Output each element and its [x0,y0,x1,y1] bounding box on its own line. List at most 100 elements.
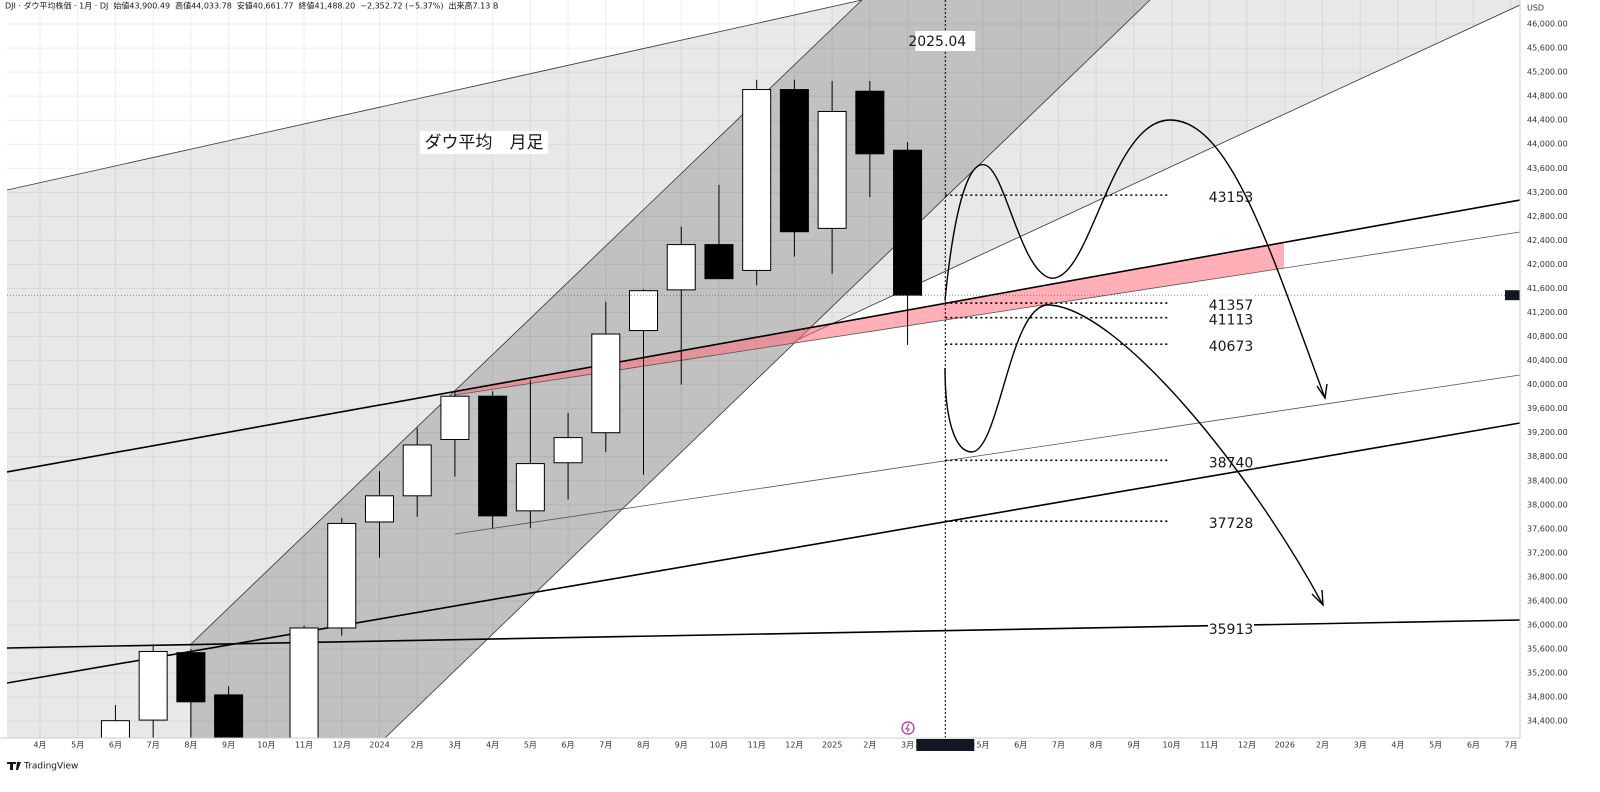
x-tick-label: 10月 [710,741,728,750]
level-label: 35913 [1209,622,1254,638]
x-tick-label: 9月 [222,741,235,750]
header-item: 終値41,488.20 [299,1,356,11]
y-tick-label: 39,200.00 [1527,428,1568,437]
x-tick-label: 10月 [257,741,275,750]
y-tick-label: 35,200.00 [1527,669,1568,678]
header-item: 出来高7.13 B [448,1,498,11]
x-tick-label: 2月 [863,741,876,750]
candle-body [893,149,923,296]
candle-body [779,89,809,233]
y-tick-label: 42,800.00 [1527,212,1568,221]
header-item: DJI · ダウ平均株価 · 1月 · DJ [5,1,108,11]
scenario-down [944,304,1324,606]
title-bg [420,131,548,154]
level-label: 37728 [1209,516,1254,532]
x-tick-label: 7月 [1052,741,1065,750]
y-tick-label: 36,400.00 [1527,596,1568,605]
x-tick-label: 12月 [333,741,351,750]
x-tick-label: 4月 [1391,741,1404,750]
x-tick-label: 7月 [147,741,160,750]
trendline [7,422,1520,684]
y-tick-label: 44,400.00 [1527,116,1568,125]
x-tick-label: 11月 [295,741,313,750]
y-tick-label: 44,000.00 [1527,140,1568,149]
x-tick-label: 11月 [1200,741,1218,750]
cursor-label-bg [916,739,975,751]
arrowhead [1316,383,1328,400]
candle-body [327,522,357,629]
candle-body [289,627,319,738]
candle-body [214,694,244,738]
event-icon[interactable] [901,721,915,735]
header-item: 高値44,033.78 [175,1,232,11]
x-tick-label: 2月 [1316,741,1329,750]
annotation: 2025.04 [908,34,966,50]
y-tick-label: 34,400.00 [1527,717,1568,726]
candle-body [440,395,470,440]
y-tick-label: 45,600.00 [1527,44,1568,53]
arrowhead [1311,589,1324,607]
candle-body [515,463,545,512]
y-tick-label: 42,400.00 [1527,236,1568,245]
candle-body [591,333,621,434]
header-item: 始値43,900.49 [113,1,170,11]
y-tick-label: 45,200.00 [1527,68,1568,77]
footer: TradingView [23,762,78,772]
level-label: 41113 [1209,313,1254,329]
annotation-bg [915,31,976,51]
x-tick-label: 5月 [71,741,84,750]
level-label: 43153 [1209,190,1254,206]
x-tick-label: 9月 [1127,741,1140,750]
level-label-bg [1208,295,1254,312]
event-icon-bolt [905,723,910,733]
candle-body [742,89,772,271]
y-tick-label: 36,800.00 [1527,572,1568,581]
candle-body [817,110,847,229]
x-tick-label: 2024 [369,741,389,750]
x-tick-label: 4月 [486,741,499,750]
y-axis: 34,400.00 34,800.00 35,200.00 35,600.00 36,0… [1527,20,1568,726]
x-tick-label: 8月 [184,741,197,750]
y-tick-label: 44,800.00 [1527,92,1568,101]
x-tick-label: 9月 [675,741,688,750]
currency: USD [1527,4,1544,13]
trendline [454,374,1520,535]
x-tick-label: 8月 [1090,741,1103,750]
trendline [384,0,1151,738]
chart-title: ダウ平均 月足 [425,133,544,153]
x-tick-label: 2026 [1275,741,1295,750]
level-label-bg [1208,622,1254,639]
y-tick-label: 43,600.00 [1527,164,1568,173]
y-tick-label: 46,000.00 [1527,20,1568,29]
level-label-bg [1208,513,1254,530]
scenario-curves [944,119,1328,607]
x-axis: 4月 5月 6月 7月 8月 9月 10月 11月 12月 2024 2月 3月 4月 5月 6月 7月 8月 9… [33,739,1518,751]
y-tick-label: 42,000.00 [1527,260,1568,269]
y-tick-label: 40,400.00 [1527,356,1568,365]
candle-body [478,395,508,517]
x-tick-label: 6月 [109,741,122,750]
y-tick-label: 41,200.00 [1527,308,1568,317]
x-tick-label: 2月 [411,741,424,750]
candle-body [176,652,206,703]
price-axis [1520,0,1600,738]
y-tick-label: 34,800.00 [1527,693,1568,702]
candle-body [364,495,394,523]
level-label-bg [1208,309,1254,326]
level-label-bg [1208,336,1254,353]
symbol-tag-bg [1505,290,1521,301]
channel-outer [7,0,1520,738]
y-tick-label: 38,800.00 [1527,452,1568,461]
level-label-bg [1208,452,1254,469]
y-tick-label: 36,000.00 [1527,621,1568,630]
header-item: −2,352.72 (−5.37%) [360,2,443,11]
candle-body [704,244,734,280]
x-tick-label: 2025 [822,741,842,750]
x-tick-label: 7月 [599,741,612,750]
levels: 2025.04DJI41,488.2014d 8h431534135741113… [7,0,1562,738]
header: DJI · ダウ平均株価 · 1月 · DJ 始値43,900.49 高値44,03… [5,1,498,11]
candles [100,79,923,738]
x-tick-label: 11月 [748,741,766,750]
